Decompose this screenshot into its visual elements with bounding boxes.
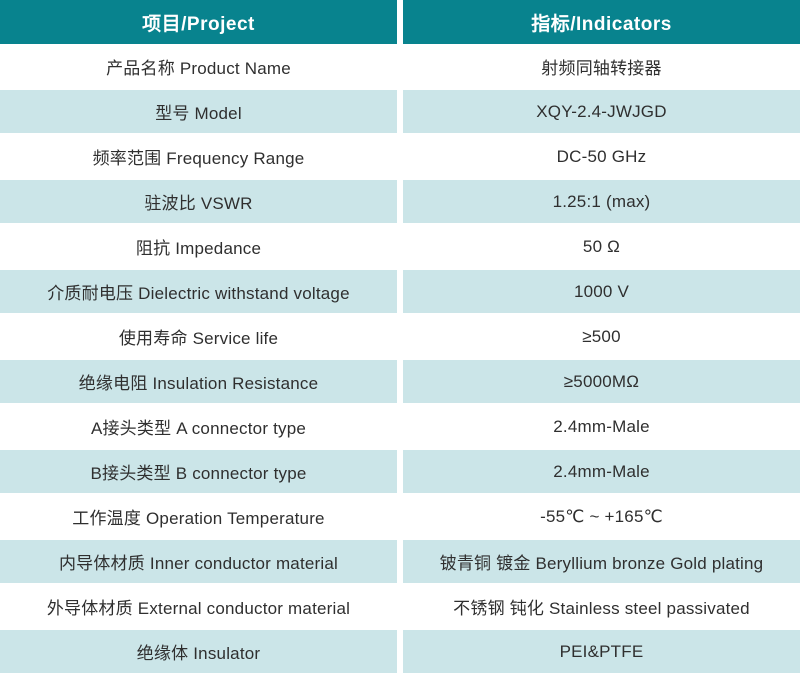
project-cell: 绝缘电阻 Insulation Resistance [0, 359, 397, 404]
column-divider [397, 89, 403, 134]
table-row: 使用寿命 Service life ≥500 [0, 314, 800, 359]
indicator-cell: 射频同轴转接器 [403, 44, 800, 89]
column-divider [397, 494, 403, 539]
table-row: 介质耐电压 Dielectric withstand voltage 1000 … [0, 269, 800, 314]
project-cell: 工作温度 Operation Temperature [0, 494, 397, 539]
column-divider [397, 44, 403, 89]
indicator-cell: 不锈钢 钝化 Stainless steel passivated [403, 584, 800, 629]
project-cell: 阻抗 Impedance [0, 224, 397, 269]
indicator-cell: PEI&PTFE [403, 629, 800, 674]
indicator-cell: 2.4mm-Male [403, 449, 800, 494]
project-cell: 频率范围 Frequency Range [0, 134, 397, 179]
header-project-cell: 项目/Project [0, 0, 397, 44]
indicator-cell: ≥500 [403, 314, 800, 359]
column-divider [397, 314, 403, 359]
header-indicators-cell: 指标/Indicators [403, 0, 800, 44]
project-cell: 型号 Model [0, 89, 397, 134]
indicator-cell: 2.4mm-Male [403, 404, 800, 449]
table-row: 产品名称 Product Name 射频同轴转接器 [0, 44, 800, 89]
column-divider [397, 0, 403, 44]
project-cell: 内导体材质 Inner conductor material [0, 539, 397, 584]
project-cell: 外导体材质 External conductor material [0, 584, 397, 629]
column-divider [397, 179, 403, 224]
column-divider [397, 269, 403, 314]
column-divider [397, 404, 403, 449]
indicator-cell: DC-50 GHz [403, 134, 800, 179]
column-divider [397, 449, 403, 494]
indicator-cell: 1000 V [403, 269, 800, 314]
table-row: A接头类型 A connector type 2.4mm-Male [0, 404, 800, 449]
indicator-cell: -55℃ ~ +165℃ [403, 494, 800, 539]
project-cell: 使用寿命 Service life [0, 314, 397, 359]
column-divider [397, 224, 403, 269]
column-divider [397, 134, 403, 179]
table-header-row: 项目/Project 指标/Indicators [0, 0, 800, 44]
column-divider [397, 359, 403, 404]
project-cell: A接头类型 A connector type [0, 404, 397, 449]
indicator-cell: ≥5000MΩ [403, 359, 800, 404]
column-divider [397, 539, 403, 584]
table-row: 绝缘电阻 Insulation Resistance ≥5000MΩ [0, 359, 800, 404]
indicator-cell: 铍青铜 镀金 Beryllium bronze Gold plating [403, 539, 800, 584]
project-cell: 绝缘体 Insulator [0, 629, 397, 674]
table-row: B接头类型 B connector type 2.4mm-Male [0, 449, 800, 494]
table-row: 外导体材质 External conductor material 不锈钢 钝化… [0, 584, 800, 629]
table-row: 内导体材质 Inner conductor material 铍青铜 镀金 Be… [0, 539, 800, 584]
table-row: 驻波比 VSWR 1.25:1 (max) [0, 179, 800, 224]
table-row: 绝缘体 Insulator PEI&PTFE [0, 629, 800, 674]
table-row: 阻抗 Impedance 50 Ω [0, 224, 800, 269]
column-divider [397, 629, 403, 674]
indicator-cell: 50 Ω [403, 224, 800, 269]
project-cell: 产品名称 Product Name [0, 44, 397, 89]
table-row: 型号 Model XQY-2.4-JWJGD [0, 89, 800, 134]
project-cell: 驻波比 VSWR [0, 179, 397, 224]
table-row: 工作温度 Operation Temperature -55℃ ~ +165℃ [0, 494, 800, 539]
column-divider [397, 584, 403, 629]
indicator-cell: XQY-2.4-JWJGD [403, 89, 800, 134]
indicator-cell: 1.25:1 (max) [403, 179, 800, 224]
table-row: 频率范围 Frequency Range DC-50 GHz [0, 134, 800, 179]
project-cell: 介质耐电压 Dielectric withstand voltage [0, 269, 397, 314]
project-cell: B接头类型 B connector type [0, 449, 397, 494]
